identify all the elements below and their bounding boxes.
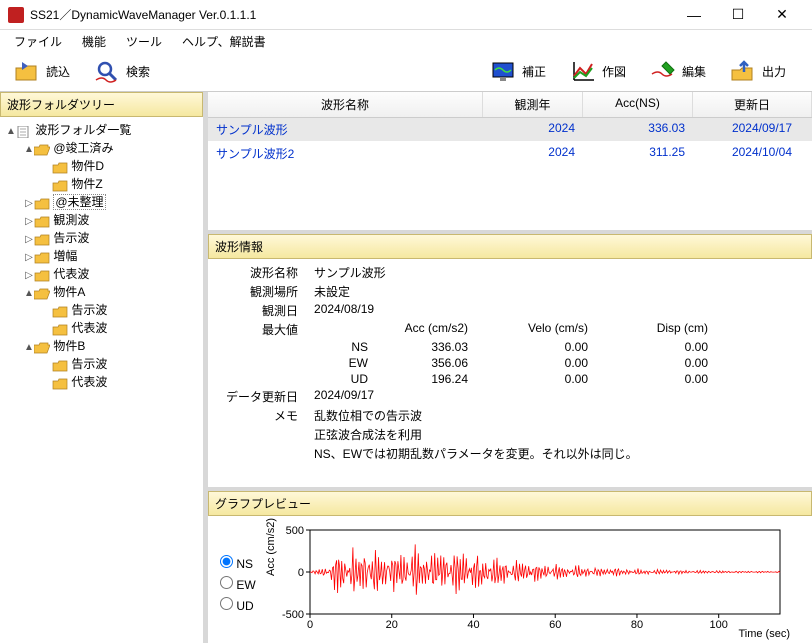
svg-text:40: 40 bbox=[467, 619, 479, 631]
col-date[interactable]: 更新日 bbox=[693, 92, 812, 117]
correct-button[interactable]: 補正 bbox=[484, 58, 552, 86]
svg-text:0: 0 bbox=[307, 619, 313, 631]
tree-node[interactable]: ▷ 増幅 bbox=[2, 247, 201, 265]
title-bar: SS21／DynamicWaveManager Ver.0.1.1.1 — ☐ … bbox=[0, 0, 812, 30]
tree-node[interactable]: ▷ 告示波 bbox=[2, 229, 201, 247]
tree-node[interactable]: ▷ @未整理 bbox=[2, 193, 201, 211]
tree-node[interactable]: ▲ 物件B bbox=[2, 337, 201, 355]
tree-node[interactable]: 代表波 bbox=[2, 319, 201, 337]
svg-text:-500: -500 bbox=[282, 609, 304, 621]
svg-text:100: 100 bbox=[710, 619, 728, 631]
col-name[interactable]: 波形名称 bbox=[208, 92, 483, 117]
tree-node[interactable]: ▲ 波形フォルダ一覧 bbox=[2, 121, 201, 139]
output-button[interactable]: 出力 bbox=[724, 58, 792, 86]
folder-tree[interactable]: ▲ 波形フォルダ一覧▲ @竣工済み 物件D 物件Z▷ @未整理▷ 観測波▷ 告示… bbox=[0, 117, 203, 643]
search-button[interactable]: 検索 bbox=[88, 58, 156, 86]
menu-bar: ファイル 機能 ツール ヘルプ、解説書 bbox=[0, 30, 812, 52]
info-title: 波形情報 bbox=[208, 234, 812, 259]
app-icon bbox=[8, 7, 24, 23]
menu-tool[interactable]: ツール bbox=[116, 31, 172, 52]
preview-title: グラフプレビュー bbox=[208, 491, 812, 516]
tree-node[interactable]: 物件Z bbox=[2, 175, 201, 193]
tree-title: 波形フォルダツリー bbox=[0, 92, 203, 117]
list-row[interactable]: サンプル波形22024311.252024/10/04 bbox=[208, 142, 812, 166]
read-button[interactable]: 読込 bbox=[8, 58, 76, 86]
maximize-button[interactable]: ☐ bbox=[716, 1, 760, 29]
svg-text:60: 60 bbox=[549, 619, 561, 631]
list-row[interactable]: サンプル波形2024336.032024/09/17 bbox=[208, 118, 812, 142]
menu-help[interactable]: ヘルプ、解説書 bbox=[172, 31, 276, 52]
menu-file[interactable]: ファイル bbox=[4, 31, 72, 52]
close-button[interactable]: ✕ bbox=[760, 1, 804, 29]
col-year[interactable]: 観測年 bbox=[483, 92, 583, 117]
wave-chart: -5000500020406080100 Acc (cm/s2) Time (s… bbox=[275, 522, 800, 637]
edit-button[interactable]: 編集 bbox=[644, 58, 712, 86]
tree-node[interactable]: ▲ @竣工済み bbox=[2, 139, 201, 157]
tree-node[interactable]: ▲ 物件A bbox=[2, 283, 201, 301]
tree-node[interactable]: ▷ 観測波 bbox=[2, 211, 201, 229]
tree-node[interactable]: ▷ 代表波 bbox=[2, 265, 201, 283]
list-header: 波形名称 観測年 Acc(NS) 更新日 bbox=[208, 92, 812, 118]
toolbar: 読込 検索 補正 作図 編集 出力 bbox=[0, 52, 812, 92]
svg-text:500: 500 bbox=[286, 525, 304, 537]
radio-ew[interactable]: EW bbox=[220, 576, 275, 592]
svg-text:0: 0 bbox=[298, 567, 304, 579]
tree-node[interactable]: 代表波 bbox=[2, 373, 201, 391]
minimize-button[interactable]: — bbox=[672, 1, 716, 29]
svg-text:20: 20 bbox=[386, 619, 398, 631]
tree-node[interactable]: 告示波 bbox=[2, 301, 201, 319]
radio-ud[interactable]: UD bbox=[220, 597, 275, 613]
tree-node[interactable]: 物件D bbox=[2, 157, 201, 175]
svg-text:80: 80 bbox=[631, 619, 643, 631]
tree-node[interactable]: 告示波 bbox=[2, 355, 201, 373]
menu-func[interactable]: 機能 bbox=[72, 31, 116, 52]
wave-info: 波形名称サンプル波形 観測場所未設定 観測日2024/08/19 最大値Acc … bbox=[208, 259, 812, 467]
wave-list[interactable]: サンプル波形2024336.032024/09/17サンプル波形22024311… bbox=[208, 118, 812, 230]
window-title: SS21／DynamicWaveManager Ver.0.1.1.1 bbox=[30, 6, 672, 23]
col-acc[interactable]: Acc(NS) bbox=[583, 92, 693, 117]
draw-button[interactable]: 作図 bbox=[564, 58, 632, 86]
